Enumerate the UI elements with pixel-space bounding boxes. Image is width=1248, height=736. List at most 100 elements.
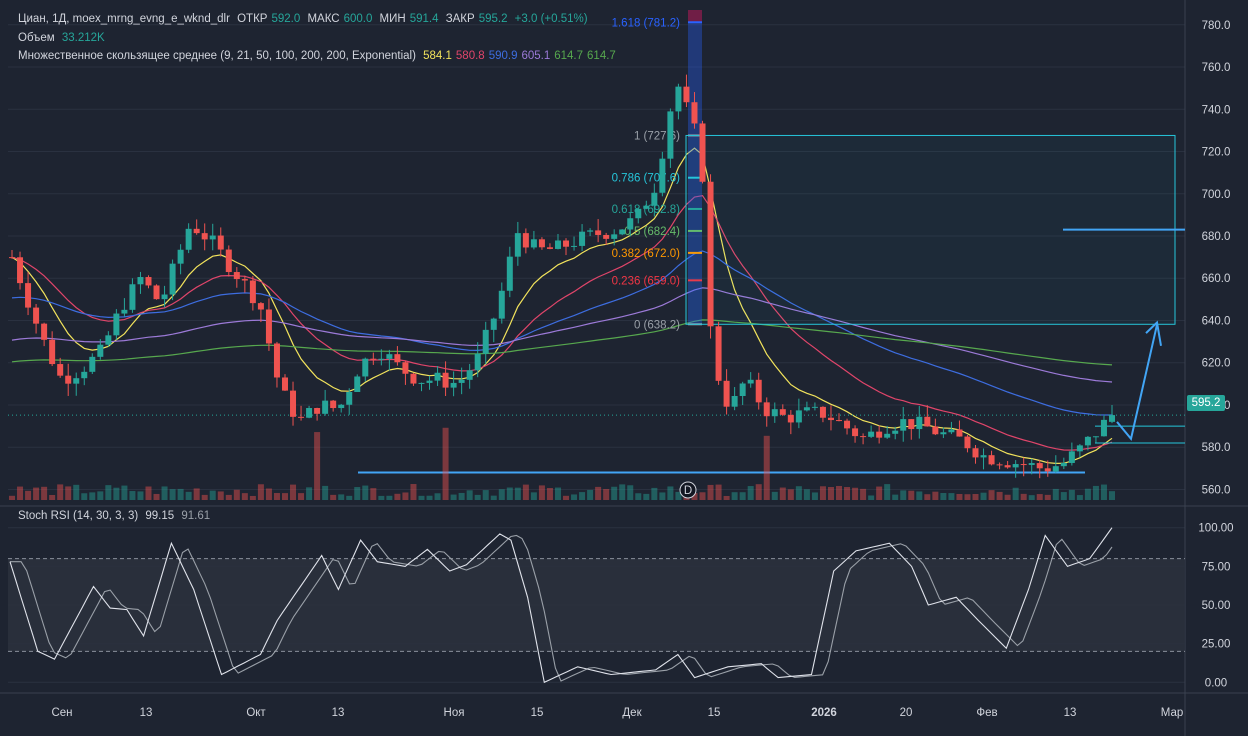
volume-bar (755, 484, 762, 500)
time-tick-label: Окт (246, 707, 266, 719)
volume-bar (129, 491, 136, 500)
volume-bar (65, 486, 72, 500)
candle-body (514, 233, 521, 257)
fib-level-label: 0.786 (707.6) (612, 173, 681, 185)
volume-bar (595, 486, 602, 500)
volume-bar (137, 491, 144, 500)
volume-bar (145, 486, 152, 500)
volume-bar (169, 489, 176, 500)
candle-body (651, 192, 658, 206)
stoch-d-value: 91.61 (181, 510, 211, 522)
candle-body (233, 272, 240, 280)
candle-body (193, 228, 200, 234)
candle-body (458, 379, 465, 383)
candle-body (33, 307, 40, 324)
candle-body (290, 390, 297, 417)
volume-bar (113, 487, 120, 500)
candle-body (322, 400, 329, 414)
volume-bar (1092, 485, 1099, 500)
volume-bar (611, 486, 618, 500)
candle-body (185, 228, 192, 250)
stoch-label: Stoch RSI (14, 30, 3, 3) (18, 510, 139, 522)
volume-bar (659, 492, 666, 500)
volume-bar (482, 490, 489, 500)
candle-body (330, 400, 337, 409)
close-label: ЗАКР (445, 13, 475, 25)
candle-body (442, 372, 449, 388)
volume-bar (924, 494, 931, 500)
candle-body (201, 233, 208, 240)
candle-body (900, 419, 907, 431)
symbol-title: Циан, 1Д, moex_mrng_evng_e_wknd_dlr (18, 13, 230, 25)
volume-bar (426, 495, 433, 500)
volume-bar (651, 487, 658, 500)
candle-body (916, 416, 923, 430)
candle-body (426, 380, 433, 383)
volume-bar (771, 491, 778, 500)
volume-bar (739, 492, 746, 500)
volume-bar (1060, 492, 1067, 500)
last-price-badge: 595.2 (1187, 395, 1225, 411)
time-tick-label: Фев (976, 707, 997, 719)
volume-bar (241, 493, 248, 500)
volume-bar (442, 427, 449, 500)
candle-body (506, 256, 513, 291)
volume-bar (868, 495, 875, 500)
candle-body (1100, 419, 1107, 437)
volume-bar (1068, 489, 1075, 500)
volume-bar (522, 484, 529, 500)
volume-bar (418, 495, 425, 500)
volume-bar (1036, 494, 1043, 500)
volume-bar (514, 487, 521, 500)
volume-bar (330, 494, 337, 500)
candle-body (225, 249, 232, 273)
candle-body (619, 229, 626, 235)
candle-body (65, 375, 72, 384)
time-tick-label: 13 (1064, 707, 1077, 719)
candle-body (811, 406, 818, 408)
volume-bar (972, 493, 979, 500)
high-label: МАКС (307, 13, 340, 25)
candle-body (434, 372, 441, 381)
price-tick-label: 740.0 (1202, 104, 1231, 116)
candle-body (587, 230, 594, 232)
volume-bar (257, 484, 264, 500)
volume-bar (603, 489, 610, 500)
ma-value-0: 584.1 (423, 50, 452, 62)
volume-bar (386, 495, 393, 500)
candle-body (964, 436, 971, 449)
candle-body (739, 383, 746, 397)
volume-bar (836, 485, 843, 500)
volume-bar (1028, 495, 1035, 500)
price-tick-label: 720.0 (1202, 147, 1231, 159)
volume-bar (1004, 494, 1011, 500)
candle-body (153, 285, 160, 300)
volume-bar (996, 491, 1003, 500)
volume-bar (298, 493, 305, 500)
candle-body (1052, 466, 1059, 472)
volume-bar (338, 494, 345, 500)
volume-bar (964, 494, 971, 500)
volume-bar (908, 490, 915, 500)
candle-body (1092, 436, 1099, 438)
volume-bar (860, 488, 867, 500)
time-tick-label: 13 (332, 707, 345, 719)
stoch-tick-label: 75.00 (1202, 561, 1231, 573)
candle-body (1084, 436, 1091, 446)
candle-body (177, 249, 184, 264)
time-tick-label: 15 (708, 707, 721, 719)
candle-body (73, 378, 80, 384)
candle-body (611, 234, 618, 239)
candle-body (1068, 451, 1075, 463)
volume-bar (346, 495, 353, 500)
volume-bar (1100, 484, 1107, 500)
candle-body (530, 239, 537, 248)
fib-level-label: 1.618 (781.2) (612, 17, 681, 29)
volume-bar (691, 493, 698, 500)
volume-bar (819, 486, 826, 500)
candle-body (1020, 464, 1027, 466)
volume-bar (627, 485, 634, 500)
candle-body (715, 326, 722, 381)
candle-body (787, 414, 794, 423)
